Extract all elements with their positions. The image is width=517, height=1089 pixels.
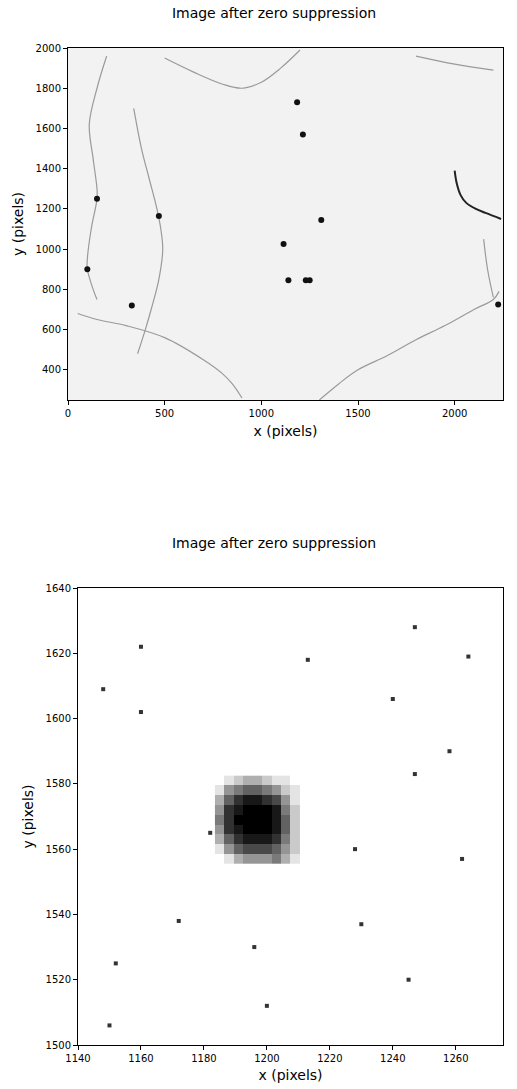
svg-text:1240: 1240 [380, 1053, 405, 1064]
svg-text:y (pixels): y (pixels) [20, 784, 36, 848]
svg-text:x (pixels): x (pixels) [253, 423, 317, 439]
svg-text:400: 400 [42, 364, 61, 375]
svg-text:1200: 1200 [254, 1053, 279, 1064]
svg-text:1600: 1600 [36, 123, 61, 134]
svg-text:Image after zero suppression: Image after zero suppression [172, 535, 376, 551]
svg-text:1200: 1200 [36, 203, 61, 214]
svg-text:1560: 1560 [46, 844, 71, 855]
svg-text:1600: 1600 [46, 713, 71, 724]
svg-text:1800: 1800 [36, 83, 61, 94]
svg-text:1000: 1000 [36, 244, 61, 255]
svg-text:1500: 1500 [46, 1040, 71, 1051]
svg-text:1260: 1260 [443, 1053, 468, 1064]
svg-text:x (pixels): x (pixels) [258, 1067, 322, 1083]
svg-text:1140: 1140 [65, 1053, 90, 1064]
svg-text:1640: 1640 [46, 583, 71, 594]
svg-text:1160: 1160 [128, 1053, 153, 1064]
svg-text:500: 500 [155, 408, 174, 419]
svg-text:1220: 1220 [317, 1053, 342, 1064]
svg-text:1620: 1620 [46, 648, 71, 659]
svg-text:y (pixels): y (pixels) [10, 192, 26, 256]
svg-text:600: 600 [42, 324, 61, 335]
svg-text:800: 800 [42, 284, 61, 295]
svg-text:1520: 1520 [46, 974, 71, 985]
svg-text:0: 0 [65, 408, 71, 419]
svg-text:1500: 1500 [345, 408, 370, 419]
svg-text:1540: 1540 [46, 909, 71, 920]
svg-text:2000: 2000 [36, 43, 61, 54]
svg-text:1000: 1000 [249, 408, 274, 419]
svg-text:Image after zero suppression: Image after zero suppression [172, 5, 376, 21]
svg-text:1580: 1580 [46, 778, 71, 789]
svg-text:1180: 1180 [191, 1053, 216, 1064]
svg-text:1400: 1400 [36, 163, 61, 174]
svg-text:2000: 2000 [442, 408, 467, 419]
